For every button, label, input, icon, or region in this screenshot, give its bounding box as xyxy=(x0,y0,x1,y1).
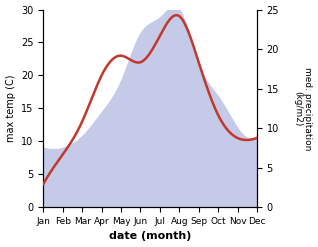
Y-axis label: max temp (C): max temp (C) xyxy=(5,75,16,142)
Y-axis label: med. precipitation
(kg/m2): med. precipitation (kg/m2) xyxy=(293,67,313,150)
X-axis label: date (month): date (month) xyxy=(109,231,191,242)
